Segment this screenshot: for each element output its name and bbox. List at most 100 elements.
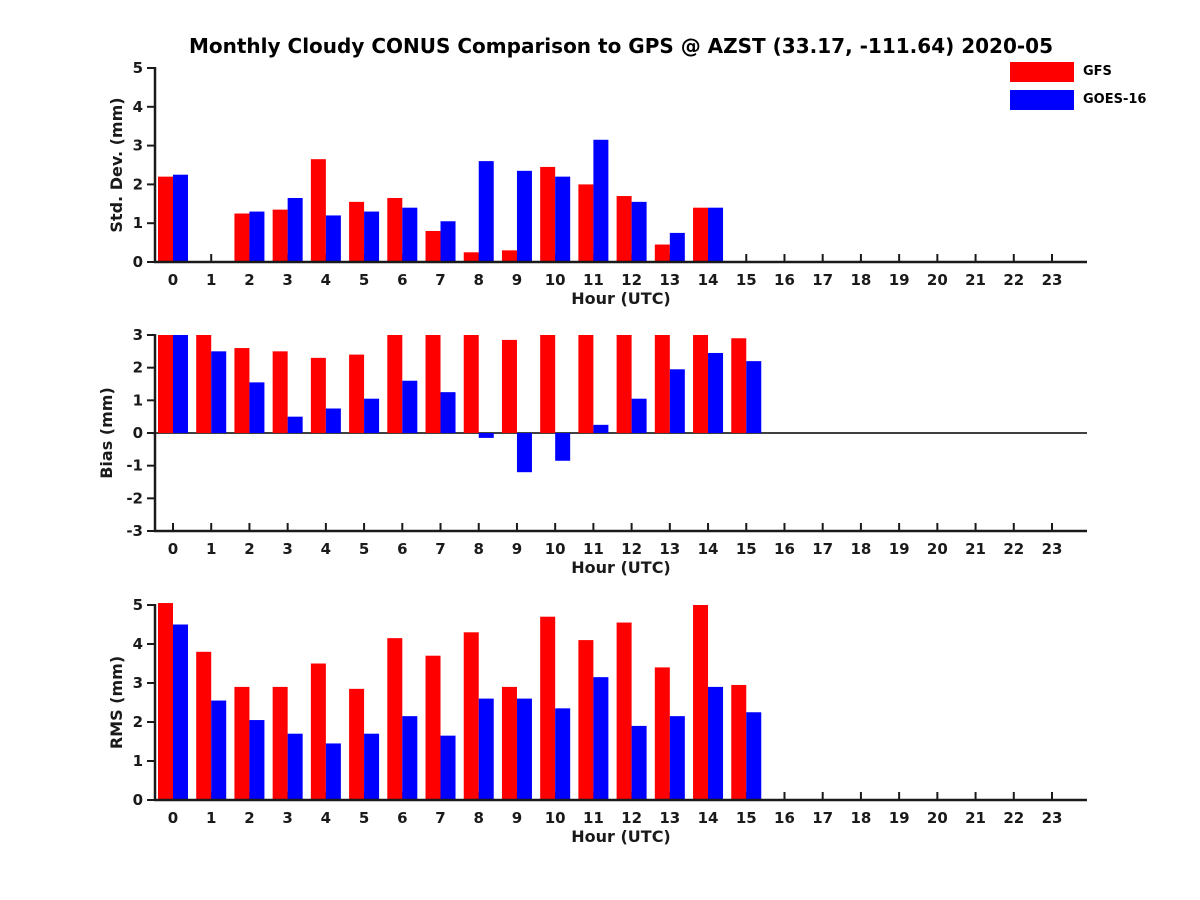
bar-gfs-h13 — [654, 667, 670, 800]
bar-goes16-h10 — [555, 176, 571, 262]
x-tick-label: 22 — [1003, 809, 1024, 827]
legend: GFS GOES-16 — [1010, 61, 1146, 117]
bar-goes16-h5 — [364, 211, 380, 262]
x-tick-label: 1 — [206, 809, 216, 827]
bar-goes16-h10 — [555, 433, 571, 461]
x-tick-label: 7 — [435, 271, 445, 289]
bar-gfs-h7 — [425, 230, 441, 262]
legend-item-goes16: GOES-16 — [1010, 89, 1146, 110]
x-tick-label: 5 — [359, 540, 369, 558]
x-tick-label: 7 — [435, 809, 445, 827]
bar-goes16-h13 — [669, 369, 685, 433]
bar-goes16-h2 — [249, 382, 265, 433]
x-axis-label: Hour (UTC) — [571, 827, 671, 846]
x-tick-label: 23 — [1042, 271, 1063, 289]
legend-swatch-goes16 — [1010, 89, 1074, 110]
x-tick-label: 19 — [889, 809, 910, 827]
x-tick-label: 5 — [359, 271, 369, 289]
x-tick-label: 17 — [812, 540, 833, 558]
x-tick-label: 0 — [168, 271, 178, 289]
bar-gfs-h10 — [540, 616, 556, 800]
x-tick-label: 12 — [621, 540, 642, 558]
bar-gfs-h11 — [578, 335, 594, 433]
bar-goes16-h11 — [593, 677, 609, 800]
x-tick-label: 12 — [621, 271, 642, 289]
y-axis-label: Bias (mm) — [97, 387, 116, 479]
bar-goes16-h3 — [287, 197, 303, 262]
legend-swatch-gfs — [1010, 61, 1074, 82]
bar-goes16-h2 — [249, 720, 265, 800]
bar-gfs-h15 — [731, 338, 747, 433]
bar-gfs-h7 — [425, 655, 441, 800]
x-tick-label: 14 — [698, 540, 719, 558]
bar-goes16-h4 — [325, 215, 341, 262]
bar-gfs-h6 — [387, 335, 403, 433]
bar-gfs-h1 — [196, 335, 212, 433]
bar-gfs-h0 — [158, 603, 173, 800]
bar-goes16-h0 — [173, 335, 188, 433]
bar-goes16-h4 — [325, 408, 341, 433]
bar-gfs-h15 — [731, 684, 747, 800]
x-tick-label: 23 — [1042, 809, 1063, 827]
x-tick-label: 21 — [965, 540, 986, 558]
bar-goes16-h15 — [746, 361, 762, 433]
bar-gfs-h7 — [425, 335, 441, 433]
x-tick-label: 17 — [812, 271, 833, 289]
y-tick-label: 0 — [133, 791, 143, 809]
x-tick-label: 10 — [545, 540, 566, 558]
x-tick-label: 3 — [282, 540, 292, 558]
bar-goes16-h3 — [287, 733, 303, 800]
bar-goes16-h15 — [746, 712, 762, 800]
x-tick-label: 0 — [168, 540, 178, 558]
bar-goes16-h13 — [669, 232, 685, 262]
y-tick-label: -1 — [126, 457, 143, 475]
x-tick-label: 18 — [850, 271, 871, 289]
x-tick-label: 23 — [1042, 540, 1063, 558]
bar-gfs-h13 — [654, 335, 670, 433]
x-tick-label: 18 — [850, 540, 871, 558]
x-tick-label: 1 — [206, 540, 216, 558]
x-tick-label: 3 — [282, 809, 292, 827]
x-tick-label: 19 — [889, 540, 910, 558]
bar-gfs-h8 — [463, 252, 479, 262]
bar-goes16-h12 — [631, 398, 647, 433]
y-tick-label: 5 — [133, 59, 143, 77]
bar-goes16-h12 — [631, 725, 647, 800]
bar-goes16-h7 — [440, 735, 456, 800]
x-tick-label: 16 — [774, 271, 795, 289]
bar-goes16-h11 — [593, 139, 609, 262]
bar-gfs-h1 — [196, 651, 212, 800]
bar-goes16-h3 — [287, 416, 303, 433]
bar-goes16-h14 — [708, 352, 724, 433]
bar-goes16-h6 — [402, 716, 418, 800]
x-tick-label: 11 — [583, 540, 604, 558]
y-tick-label: 3 — [133, 137, 143, 155]
y-axis-label: RMS (mm) — [107, 656, 126, 749]
x-tick-label: 6 — [397, 271, 407, 289]
bar-goes16-h14 — [708, 207, 724, 262]
x-tick-label: 9 — [512, 540, 522, 558]
bar-gfs-h11 — [578, 184, 594, 262]
y-tick-label: 4 — [133, 98, 143, 116]
bar-gfs-h5 — [349, 688, 365, 800]
y-tick-label: 3 — [133, 326, 143, 344]
x-axis-label: Hour (UTC) — [571, 289, 671, 308]
bar-goes16-h5 — [364, 398, 380, 433]
bar-gfs-h6 — [387, 638, 403, 800]
bar-gfs-h2 — [234, 686, 250, 800]
bar-gfs-h14 — [693, 335, 709, 433]
bar-gfs-h3 — [272, 351, 288, 433]
y-tick-label: -2 — [126, 489, 143, 507]
bar-goes16-h4 — [325, 743, 341, 800]
bar-goes16-h8 — [478, 698, 494, 800]
y-tick-label: 5 — [133, 596, 143, 614]
bar-goes16-h8 — [478, 433, 494, 438]
x-tick-label: 16 — [774, 809, 795, 827]
bar-goes16-h2 — [249, 211, 265, 262]
bar-goes16-h9 — [516, 170, 532, 262]
x-tick-label: 2 — [244, 271, 254, 289]
bar-gfs-h5 — [349, 201, 365, 262]
y-tick-label: 1 — [133, 214, 143, 232]
bar-goes16-h7 — [440, 392, 456, 433]
